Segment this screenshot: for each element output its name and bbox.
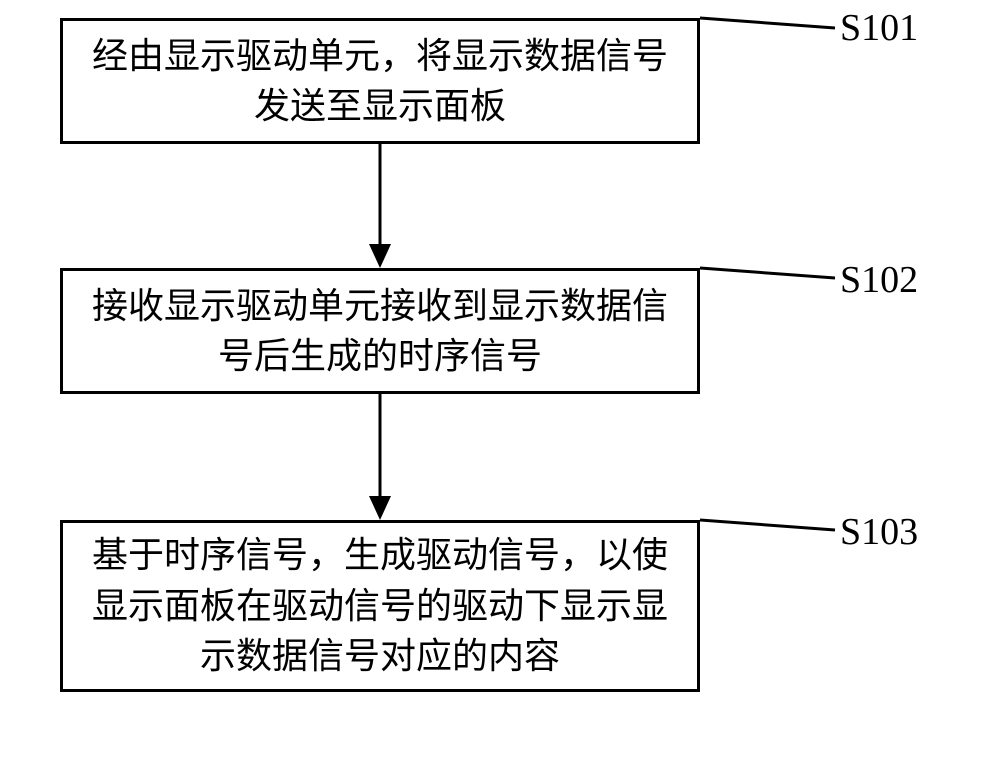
- flowchart-container: 经由显示驱动单元，将显示数据信号 发送至显示面板 S101 接收显示驱动单元接收…: [0, 0, 1000, 757]
- arrow-2: [365, 394, 395, 520]
- box-3-line-3: 示数据信号对应的内容: [200, 636, 560, 676]
- label-3-text: S103: [840, 511, 918, 553]
- flowchart-box-2: 接收显示驱动单元接收到显示数据信 号后生成的时序信号: [60, 268, 700, 394]
- step-label-1: S101: [840, 6, 918, 50]
- box-1-line-1: 经由显示驱动单元，将显示数据信号: [92, 36, 668, 76]
- leader-line-1: [700, 10, 840, 40]
- box-3-text: 基于时序信号，生成驱动信号，以使 显示面板在驱动信号的驱动下显示显 示数据信号对…: [92, 530, 668, 681]
- label-1-text: S101: [840, 7, 918, 49]
- leader-line-3: [700, 512, 840, 542]
- box-3-line-2: 显示面板在驱动信号的驱动下显示显: [92, 586, 668, 626]
- label-2-text: S102: [840, 259, 918, 301]
- flowchart-box-3: 基于时序信号，生成驱动信号，以使 显示面板在驱动信号的驱动下显示显 示数据信号对…: [60, 520, 700, 692]
- leader-line-2: [700, 260, 840, 290]
- step-label-3: S103: [840, 510, 918, 554]
- flowchart-box-1: 经由显示驱动单元，将显示数据信号 发送至显示面板: [60, 18, 700, 144]
- box-2-text: 接收显示驱动单元接收到显示数据信 号后生成的时序信号: [92, 281, 668, 382]
- box-2-line-2: 号后生成的时序信号: [218, 336, 542, 376]
- box-3-line-1: 基于时序信号，生成驱动信号，以使: [92, 535, 668, 575]
- arrow-1: [365, 144, 395, 268]
- step-label-2: S102: [840, 258, 918, 302]
- box-1-text: 经由显示驱动单元，将显示数据信号 发送至显示面板: [92, 31, 668, 132]
- box-2-line-1: 接收显示驱动单元接收到显示数据信: [92, 286, 668, 326]
- box-1-line-2: 发送至显示面板: [254, 86, 506, 126]
